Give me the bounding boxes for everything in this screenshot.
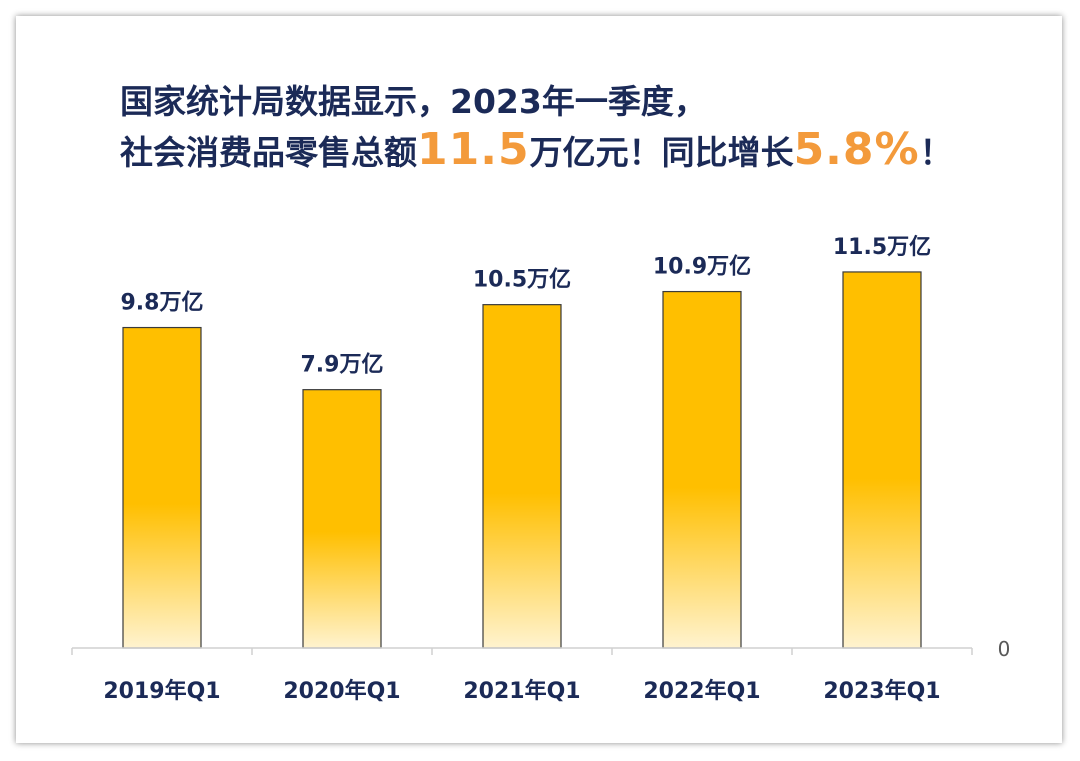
headline-line-1: 国家统计局数据显示，2023年一季度， xyxy=(120,82,707,121)
data-label-5: 11.5万亿 xyxy=(833,235,931,260)
chart-headline: 国家统计局数据显示，2023年一季度， 社会消费品零售总额11.5万亿元！同比增… xyxy=(120,78,953,177)
headline-line-2: 社会消费品零售总额11.5万亿元！同比增长5.8%！ xyxy=(120,126,953,177)
data-label-2: 7.9万亿 xyxy=(301,353,384,378)
headline-total-value: 11.5 xyxy=(417,124,530,175)
data-label-3: 10.5万亿 xyxy=(473,268,571,293)
headline-prefix: 社会消费品零售总额 xyxy=(120,133,417,172)
x-tick-label-3: 2021年Q1 xyxy=(463,678,580,704)
data-label-4: 10.9万亿 xyxy=(653,255,751,280)
bar-3 xyxy=(482,304,562,649)
x-tick-label-1: 2019年Q1 xyxy=(103,678,220,704)
data-label-1: 9.8万亿 xyxy=(121,291,204,316)
x-tick-label-5: 2023年Q1 xyxy=(823,678,940,704)
x-tick-label-2: 2020年Q1 xyxy=(283,678,400,704)
bar-2 xyxy=(302,389,382,649)
bar-5 xyxy=(842,271,922,649)
x-tick-label-4: 2022年Q1 xyxy=(643,678,760,704)
headline-suffix: ！ xyxy=(919,133,953,172)
bar-4 xyxy=(662,290,742,649)
headline-middle: 万亿元！同比增长 xyxy=(529,133,794,172)
y-tick-label-0: 0 xyxy=(998,637,1011,661)
headline-growth-value: 5.8% xyxy=(793,124,920,175)
bar-1 xyxy=(122,326,202,649)
